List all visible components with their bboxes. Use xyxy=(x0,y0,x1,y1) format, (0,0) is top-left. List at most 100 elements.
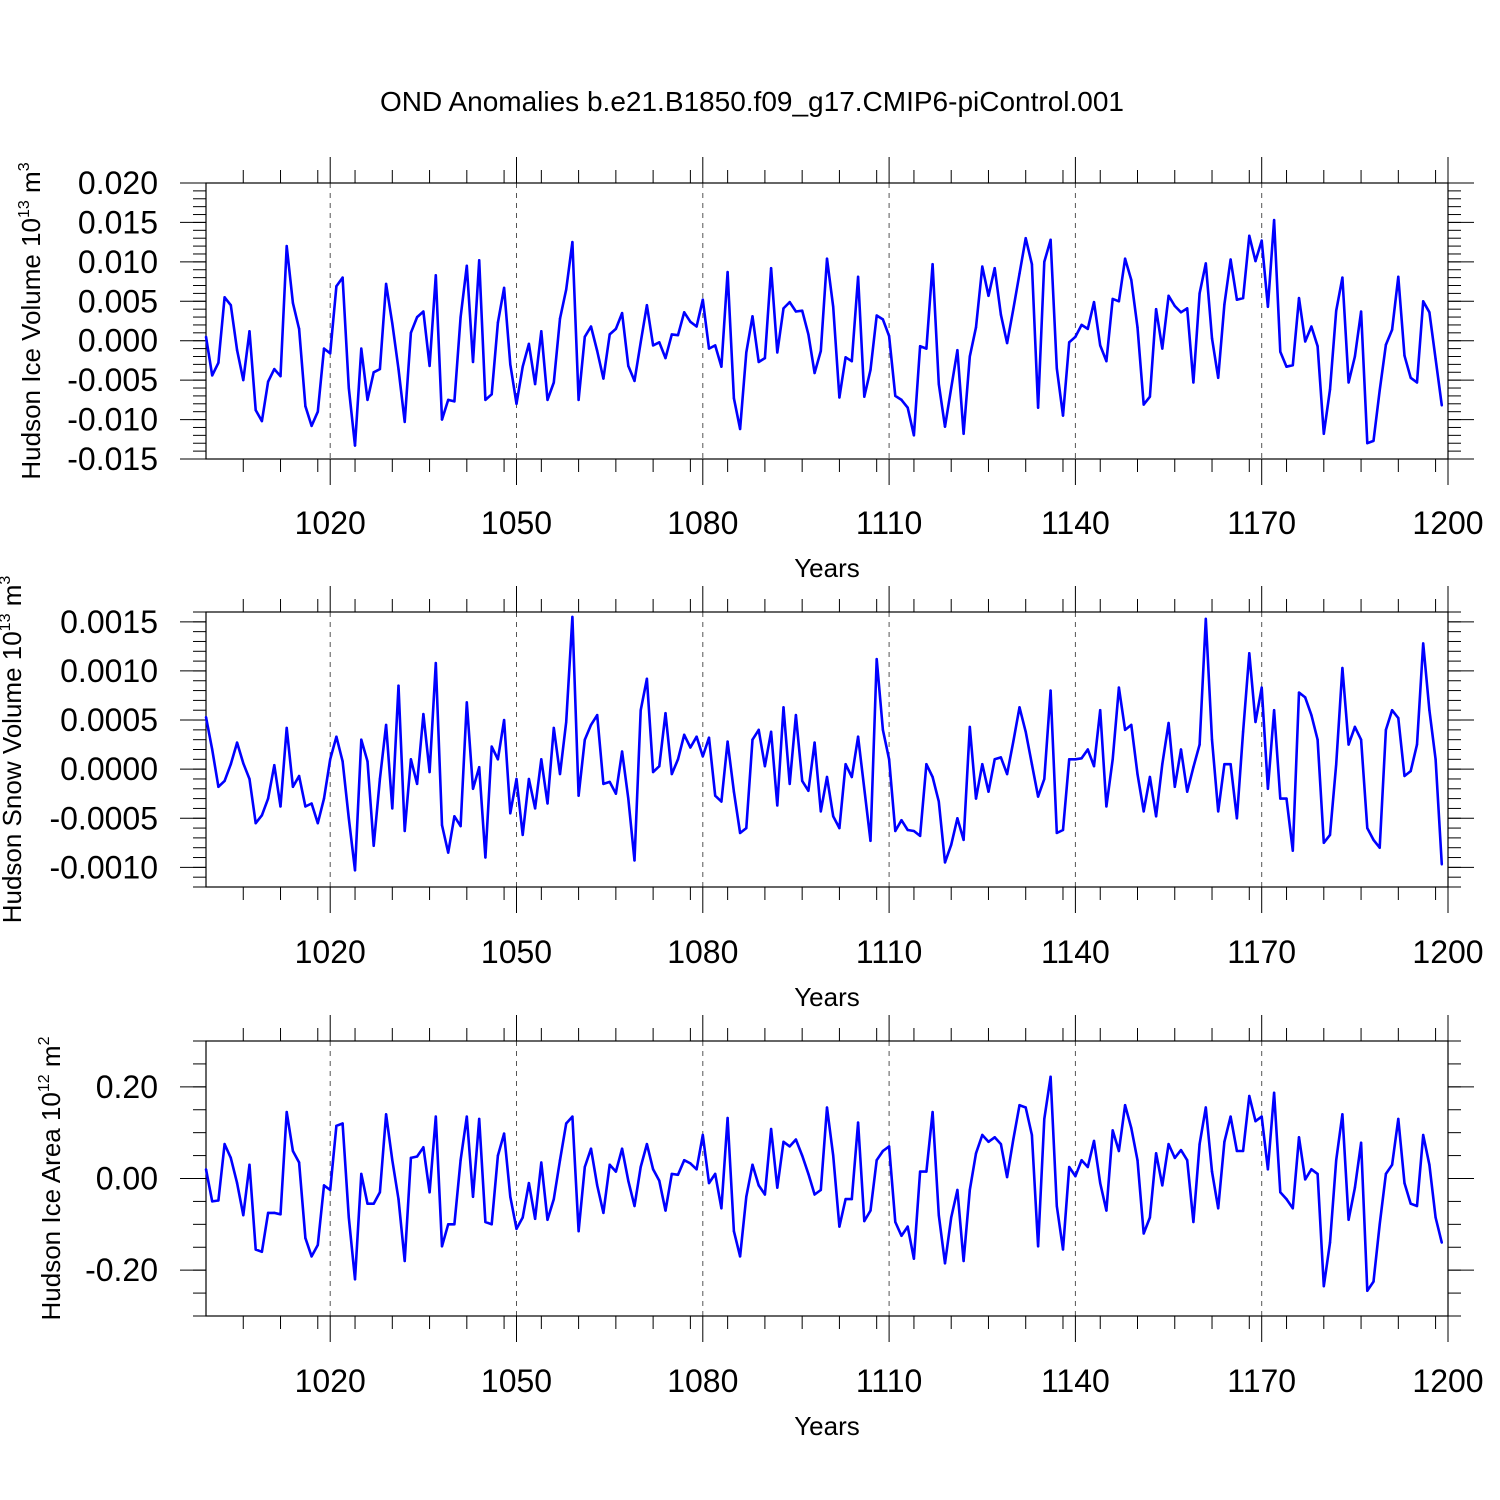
data-point xyxy=(844,763,847,766)
data-point xyxy=(1192,1220,1195,1224)
data-point xyxy=(695,1168,698,1171)
y-axis-label-text: Hudson Ice Volume 10 xyxy=(16,218,46,480)
data-point xyxy=(1074,335,1077,338)
data-point xyxy=(608,1163,611,1166)
data-point xyxy=(546,802,549,805)
y-axis-label-unit: m xyxy=(16,171,46,200)
data-point xyxy=(1372,439,1375,443)
y-tick-label: -0.20 xyxy=(85,1252,158,1288)
data-point xyxy=(496,758,500,761)
data-point xyxy=(490,745,493,748)
data-point xyxy=(589,325,593,328)
data-point xyxy=(1303,1178,1307,1181)
data-point xyxy=(558,317,562,320)
data-point xyxy=(887,334,891,338)
data-point xyxy=(577,794,580,797)
data-point xyxy=(242,1213,245,1217)
data-point xyxy=(1111,297,1114,301)
data-point xyxy=(266,1211,270,1215)
data-point xyxy=(1335,763,1338,766)
data-point xyxy=(229,763,233,766)
data-point xyxy=(459,315,462,319)
data-point xyxy=(800,1154,804,1157)
data-point xyxy=(329,1188,332,1192)
data-point xyxy=(1024,237,1027,240)
data-point xyxy=(1223,1140,1226,1144)
data-point xyxy=(869,839,872,843)
data-point xyxy=(981,265,984,268)
data-point xyxy=(763,356,767,360)
data-point xyxy=(1185,790,1189,793)
data-point xyxy=(509,363,512,366)
data-point xyxy=(1210,337,1214,340)
data-point xyxy=(707,736,711,739)
data-point xyxy=(372,1202,375,1205)
data-point xyxy=(794,713,798,717)
data-point xyxy=(540,758,543,761)
data-point xyxy=(335,285,338,288)
data-point xyxy=(1049,689,1052,692)
data-point xyxy=(962,432,965,435)
data-point xyxy=(453,815,456,818)
data-point xyxy=(1241,1149,1245,1153)
data-point xyxy=(1229,1115,1232,1118)
data-point xyxy=(925,1170,928,1173)
data-point xyxy=(478,765,481,769)
y-tick-label: -0.010 xyxy=(67,402,158,438)
data-point xyxy=(403,829,406,833)
data-point xyxy=(384,1113,388,1116)
data-point xyxy=(813,371,816,375)
data-point xyxy=(999,756,1003,759)
data-point xyxy=(422,310,425,313)
data-point xyxy=(825,775,829,779)
data-point xyxy=(639,709,642,712)
data-point xyxy=(1384,343,1388,346)
data-point xyxy=(1303,696,1307,699)
data-point xyxy=(788,782,791,786)
data-point xyxy=(285,1110,288,1114)
data-point xyxy=(999,1142,1003,1146)
data-point xyxy=(1154,1152,1158,1155)
data-point xyxy=(1440,863,1443,866)
data-point xyxy=(676,758,680,761)
data-point xyxy=(583,1165,587,1169)
data-point xyxy=(918,345,922,348)
data-point xyxy=(1105,360,1108,363)
data-point xyxy=(1012,307,1015,311)
data-point xyxy=(701,1133,704,1137)
data-point xyxy=(341,1122,344,1125)
data-point xyxy=(943,1262,947,1265)
data-point xyxy=(950,843,953,846)
data-point xyxy=(297,1161,301,1164)
panels: 1020 1050 1080 1110 1140 1170 1200 -0.015-0.010… xyxy=(0,157,1484,1441)
data-point xyxy=(962,838,965,842)
y-axis-label: Hudson Ice Area 1012 m2 xyxy=(36,1036,66,1320)
data-point xyxy=(229,1156,233,1160)
data-point xyxy=(1012,1138,1015,1141)
data-point xyxy=(974,797,978,800)
x-tick-label: 1080 xyxy=(667,934,738,970)
series-line xyxy=(204,615,1444,872)
data-point xyxy=(254,408,257,412)
data-point xyxy=(807,789,810,792)
data-point xyxy=(571,240,574,244)
data-point xyxy=(1055,831,1058,835)
data-point xyxy=(322,1184,326,1187)
data-point xyxy=(1067,1165,1071,1169)
data-point xyxy=(1297,1136,1301,1139)
data-point xyxy=(291,301,295,305)
data-point xyxy=(794,1138,798,1141)
data-point xyxy=(664,711,667,715)
data-point xyxy=(1130,278,1133,282)
x-tick-label: 1200 xyxy=(1412,1363,1483,1399)
data-point xyxy=(1018,706,1021,709)
data-point xyxy=(1316,345,1319,348)
data-point xyxy=(502,1132,506,1135)
data-point xyxy=(1055,1204,1058,1208)
data-point xyxy=(248,777,251,781)
data-point xyxy=(633,1204,636,1208)
data-point xyxy=(900,1234,903,1237)
data-point xyxy=(577,1230,580,1233)
data-point xyxy=(533,382,537,386)
data-point xyxy=(620,750,624,753)
